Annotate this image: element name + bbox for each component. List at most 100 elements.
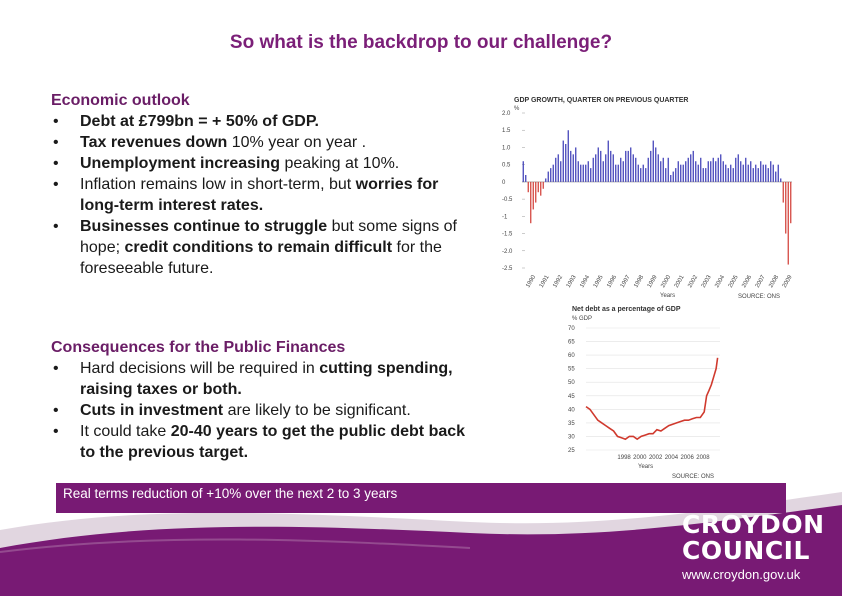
gdp-bar [572,154,574,182]
debt-chart-source: SOURCE: ONS [672,474,714,480]
gdp-bar [542,181,544,189]
gdp-bar [700,157,702,182]
gdp-x-tick-label: 2000 [660,274,672,289]
page-title: So what is the backdrop to our challenge… [229,32,613,53]
outlook-bullet-text: credit conditions to remain difficult [124,239,393,256]
outlook-bullet-item: • Tax revenues down 10% year on year . [51,132,471,153]
gdp-bar [745,157,747,182]
gdp-bar [680,164,682,182]
debt-x-tick-label: 2002 [649,455,663,461]
gdp-bar [645,168,647,182]
gdp-bar [695,161,697,182]
gdp-x-tick-label: 1991 [539,274,551,289]
outlook-bullet-text: worries for long-term interest rates. [80,176,439,214]
gdp-bar [697,164,699,182]
gdp-bar [527,181,529,193]
gdp-y-tick-label: -0.5 [502,197,513,203]
gdp-bar [552,164,554,182]
gdp-y-tick-label: 0.5 [502,163,511,169]
gdp-bar [677,161,679,182]
gdp-bar [550,168,552,182]
gdp-bar [670,175,672,182]
consequence-bullet-text: are likely to be significant. [223,402,411,419]
gdp-chart-title: GDP GROWTH, QUARTER ON PREVIOUS QUARTER [514,97,689,104]
debt-y-tick-label: 55 [568,367,575,373]
bullet-icon: • [53,423,59,440]
bullet-icon: • [53,218,59,235]
outlook-bullet-text: Businesses continue to struggle [80,218,328,235]
debt-x-tick-label: 2006 [680,455,694,461]
debt-y-tick-label: 25 [568,448,575,454]
gdp-bar [760,161,762,182]
gdp-y-tick-label: 1.0 [502,145,511,151]
gdp-bar [782,181,784,203]
gdp-x-tick-label: 1995 [593,274,605,289]
debt-y-tick-label: 65 [568,340,575,346]
debt-chart-ylabel: % GDP [572,316,592,322]
gdp-bar [742,164,744,182]
gdp-bar [540,181,542,196]
consequence-bullet-text: It could take [80,423,171,440]
gdp-y-tick-label: 0 [502,180,506,186]
gdp-bar [687,157,689,182]
gdp-bar [785,181,787,234]
gdp-bar [720,154,722,182]
consequence-bullet-item: • Cuts in investment are likely to be sig… [51,400,471,421]
gdp-bar [657,154,659,182]
outlook-bullet-text: Inflation remains low in short-term, but [80,176,356,193]
gdp-bar [545,178,547,182]
highlight-band-text: Real terms reduction of +10% over the ne… [63,486,398,501]
debt-y-tick-label: 70 [568,326,575,332]
gdp-growth-chart: GDP GROWTH, QUARTER ON PREVIOUS QUARTER … [502,97,794,300]
gdp-bar [772,164,774,182]
gdp-bar [770,161,772,182]
gdp-bar [675,168,677,182]
gdp-bar [597,147,599,182]
outlook-bullet-item: • Debt at £799bn = + 50% of GDP. [51,111,471,132]
gdp-bar [665,168,667,182]
gdp-bar [765,164,767,182]
gdp-x-tick-label: 1997 [620,274,632,289]
gdp-bar [567,130,569,182]
gdp-bar [707,161,709,182]
gdp-bar [787,181,789,265]
gdp-bar [732,168,734,182]
debt-x-tick-label: 2008 [696,455,710,461]
gdp-bar [752,168,754,182]
gdp-x-tick-label: 1992 [552,274,564,289]
gdp-bar [705,168,707,182]
outlook-bullet-text: peaking at 10%. [280,155,400,172]
gdp-bar [755,164,757,182]
bullet-icon: • [53,134,59,151]
debt-x-tick-label: 1998 [617,455,631,461]
logo-line-2: COUNCIL [682,536,810,565]
gdp-bar [762,164,764,182]
highlight-band [56,483,786,513]
gdp-bar [615,164,617,182]
consequence-bullet-text: Cuts in investment [80,402,224,419]
debt-y-tick-label: 50 [568,380,575,386]
gdp-bar [585,164,587,182]
gdp-bar [607,140,609,182]
gdp-y-tick-label: 2.0 [502,111,511,117]
debt-y-tick-label: 30 [568,434,575,440]
gdp-x-tick-label: 2001 [674,274,686,289]
outlook-bullet-text: but some signs of hope; [80,218,457,256]
gdp-bar [682,164,684,182]
gdp-x-tick-label: 1990 [525,274,537,289]
gdp-bar [555,157,557,182]
gdp-bar [582,164,584,182]
gdp-bar [522,161,524,182]
gdp-x-tick-label: 2005 [728,274,740,289]
gdp-bar [780,178,782,182]
consequences-heading: Consequences for the Public Finances [51,339,346,356]
gdp-bar [730,164,732,182]
gdp-x-tick-label: 2009 [782,274,794,289]
gdp-x-tick-label: 1993 [566,274,578,289]
gdp-bar [737,154,739,182]
gdp-bar [620,157,622,182]
debt-y-tick-label: 35 [568,421,575,427]
gdp-y-tick-label: -1.5 [502,232,513,238]
gdp-bar [557,154,559,182]
gdp-bar [532,181,534,210]
